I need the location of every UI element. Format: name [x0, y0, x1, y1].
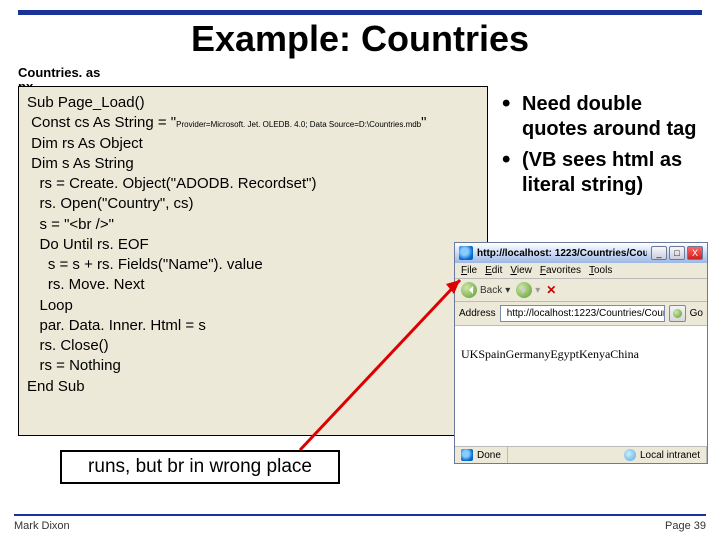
- intranet-icon: [624, 449, 636, 461]
- address-url: http://localhost:1223/Countries/Countrie: [507, 308, 665, 319]
- back-button[interactable]: Back ▾: [461, 282, 510, 298]
- bullet-item: Need double quotes around tag: [500, 92, 708, 142]
- address-bar: Address http://localhost:1223/Countries/…: [455, 302, 707, 326]
- done-icon: [461, 449, 473, 461]
- forward-button[interactable]: ▾: [516, 282, 540, 298]
- close-button[interactable]: X: [687, 246, 703, 260]
- page-output: UKSpainGermanyEgyptKenyaChina: [461, 347, 639, 361]
- menu-tools[interactable]: Tools: [589, 265, 612, 276]
- bullet-item: (VB sees html as literal string): [500, 148, 708, 198]
- menu-favorites[interactable]: Favorites: [540, 265, 581, 276]
- minimize-button[interactable]: _: [651, 246, 667, 260]
- browser-window: http://localhost: 1223/Countries/Cou… _ …: [454, 242, 708, 464]
- slide-title: Example: Countries: [0, 18, 720, 60]
- browser-title-text: http://localhost: 1223/Countries/Cou…: [477, 248, 647, 259]
- ie-icon: [459, 246, 473, 260]
- address-label: Address: [459, 308, 496, 319]
- maximize-button[interactable]: □: [669, 246, 685, 260]
- browser-content: UKSpainGermanyEgyptKenyaChina: [455, 326, 707, 446]
- footer-author: Mark Dixon: [14, 520, 70, 532]
- bullet-list: Need double quotes around tag (VB sees h…: [500, 92, 708, 204]
- go-label: Go: [690, 308, 703, 319]
- status-done: Done: [477, 450, 501, 461]
- bottom-divider: [14, 514, 706, 516]
- stop-button[interactable]: ✕: [546, 283, 556, 297]
- menu-file[interactable]: File: [461, 265, 477, 276]
- address-input[interactable]: http://localhost:1223/Countries/Countrie: [500, 305, 665, 322]
- menu-edit[interactable]: Edit: [485, 265, 502, 276]
- browser-toolbar: Back ▾ ▾ ✕: [455, 279, 707, 302]
- browser-statusbar: Done Local intranet: [455, 446, 707, 463]
- top-divider: [18, 10, 702, 15]
- footer-page: Page 39: [665, 520, 706, 532]
- status-zone: Local intranet: [640, 450, 700, 461]
- caption-box: runs, but br in wrong place: [60, 450, 340, 484]
- go-button[interactable]: [669, 305, 686, 322]
- browser-titlebar: http://localhost: 1223/Countries/Cou… _ …: [455, 243, 707, 263]
- code-panel: Sub Page_Load() Const cs As String = "Pr…: [18, 86, 488, 436]
- browser-menubar: File Edit View Favorites Tools: [455, 263, 707, 279]
- menu-view[interactable]: View: [510, 265, 532, 276]
